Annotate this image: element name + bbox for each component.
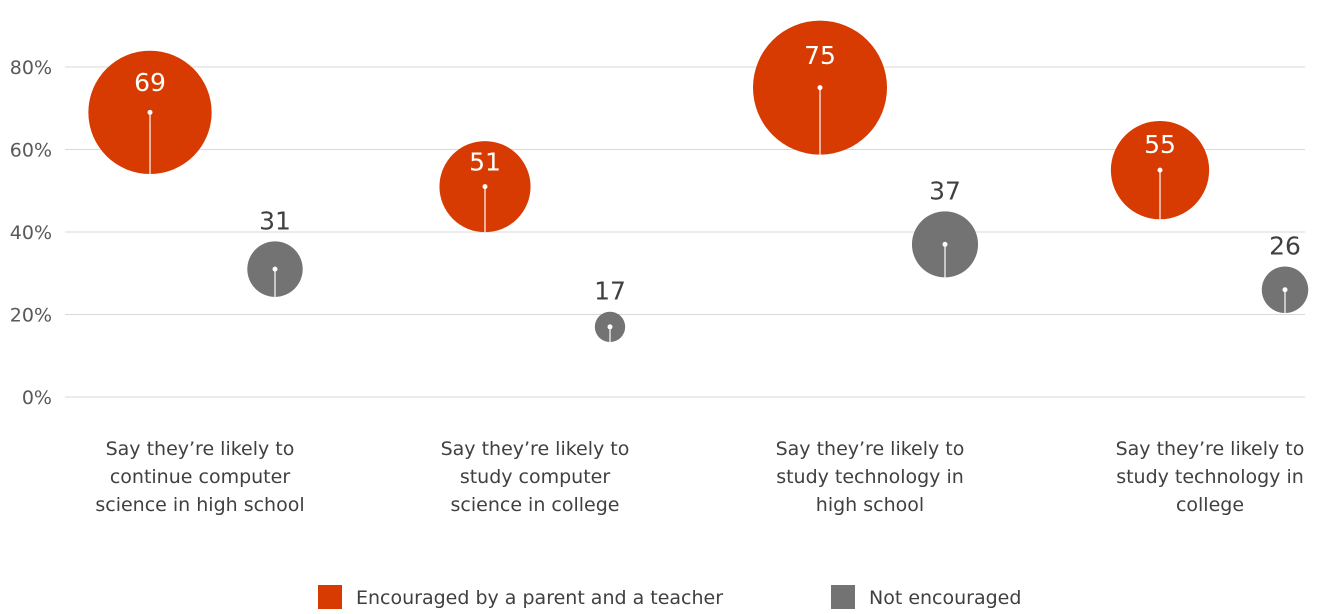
bubbles: 69 51 75 55 31 17 37 26: [88, 20, 1309, 343]
category-label-line: study technology in: [776, 466, 964, 488]
category-label: Say they’re likely to study technology in…: [776, 438, 965, 516]
y-tick-label: 0%: [22, 387, 52, 409]
legend-label: Not encouraged: [869, 587, 1021, 609]
bubble-center-dot: [1157, 167, 1163, 173]
data-label: 37: [929, 176, 961, 205]
category-label: Say they’re likely to study technology in…: [1116, 438, 1305, 516]
bubble-center-dot: [482, 184, 488, 190]
bubble-center-dot: [817, 85, 823, 91]
legend-item: Not encouraged: [831, 585, 1021, 609]
category-label-line: Say they’re likely to: [106, 438, 295, 460]
category-label-line: Say they’re likely to: [1116, 438, 1305, 460]
data-label: 31: [259, 206, 291, 235]
bubble-not-encouraged: 26: [1261, 232, 1309, 313]
category-labels: Say they’re likely to continue computer sc…: [95, 438, 1304, 516]
bubble-center-dot: [147, 109, 153, 115]
category-label-line: study computer: [460, 466, 611, 488]
category-label: Say they’re likely to continue computer sc…: [95, 438, 304, 516]
bubble-not-encouraged: 31: [247, 206, 303, 297]
legend-item: Encouraged by a parent and a teacher: [318, 585, 723, 609]
legend: Encouraged by a parent and a teacher Not …: [318, 585, 1021, 609]
bubble-center-dot: [1282, 287, 1288, 293]
category-label-line: science in high school: [95, 494, 304, 516]
data-label: 55: [1144, 130, 1176, 159]
bubble-encouraged: 55: [1110, 120, 1210, 220]
category-label-line: high school: [816, 494, 924, 516]
y-tick-label: 60%: [10, 140, 52, 162]
y-tick-label: 80%: [10, 57, 52, 79]
category-label: Say they’re likely to study computer scien…: [441, 438, 630, 516]
gridlines: [65, 66, 1305, 398]
category-label-line: Say they’re likely to: [776, 438, 965, 460]
y-axis-tick-labels: 0% 20% 40% 60% 80%: [10, 57, 52, 409]
data-label: 69: [134, 68, 166, 97]
category-label-line: college: [1176, 494, 1244, 516]
data-label: 17: [594, 277, 626, 306]
legend-swatch: [318, 585, 342, 609]
data-label: 26: [1269, 232, 1301, 261]
bubble-encouraged: 51: [439, 141, 531, 233]
bubble-not-encouraged: 17: [594, 277, 626, 343]
category-label-line: science in college: [451, 494, 620, 516]
legend-label: Encouraged by a parent and a teacher: [356, 587, 723, 609]
bubble-not-encouraged: 37: [911, 176, 979, 278]
legend-swatch: [831, 585, 855, 609]
y-tick-label: 40%: [10, 222, 52, 244]
y-tick-label: 20%: [10, 305, 52, 327]
bubble-encouraged: 75: [753, 20, 887, 155]
data-label: 75: [804, 41, 836, 70]
bubble-center-dot: [272, 266, 278, 272]
bubble-center-dot: [942, 241, 948, 247]
category-label-line: study technology in: [1116, 466, 1304, 488]
category-label-line: continue computer: [110, 466, 290, 488]
bubble-center-dot: [607, 324, 613, 330]
bubble-encouraged: 69: [88, 50, 212, 175]
category-label-line: Say they’re likely to: [441, 438, 630, 460]
data-label: 51: [469, 148, 501, 177]
